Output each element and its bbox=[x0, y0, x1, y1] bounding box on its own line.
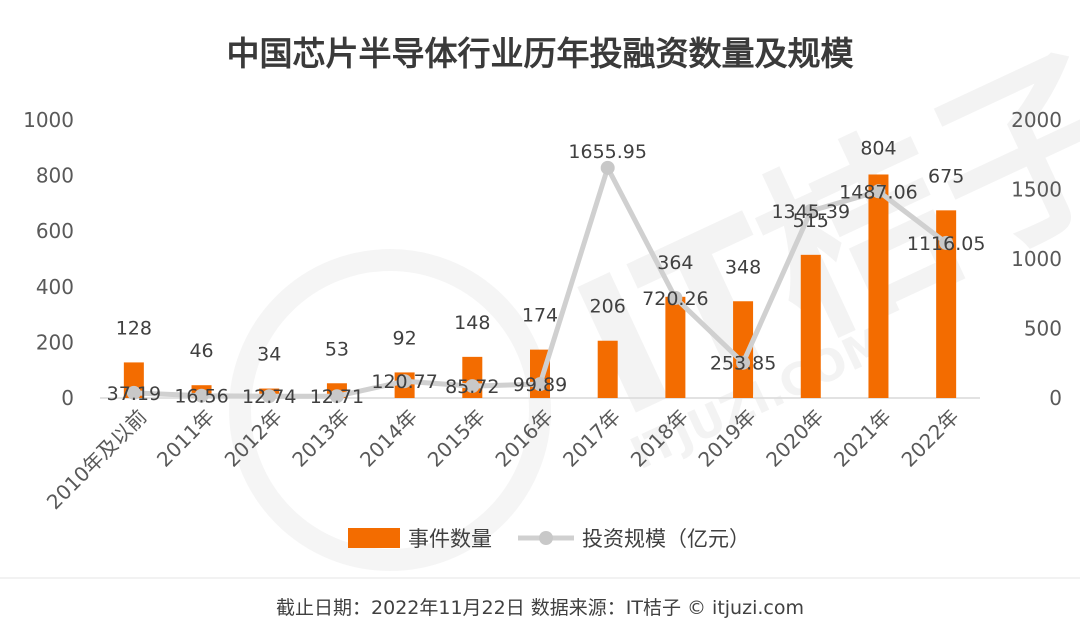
bar-value-label: 675 bbox=[928, 165, 964, 187]
y-left-tick-label: 800 bbox=[36, 164, 74, 188]
x-tick-label: 2015年 bbox=[423, 405, 490, 472]
y-left-tick-label: 1000 bbox=[23, 108, 74, 132]
bar bbox=[800, 254, 821, 398]
x-tick-label: 2011年 bbox=[152, 405, 219, 472]
y-right-tick-label: 1500 bbox=[1011, 178, 1062, 202]
bar-value-label: 128 bbox=[116, 317, 152, 339]
legend-bar-label: 事件数量 bbox=[408, 527, 492, 551]
bar-value-label: 804 bbox=[860, 137, 896, 159]
line-point bbox=[262, 389, 277, 404]
bar-value-label: 174 bbox=[522, 305, 558, 327]
bar-value-label: 148 bbox=[454, 312, 490, 334]
watermark-logo-ring bbox=[229, 249, 551, 571]
bar bbox=[597, 340, 618, 398]
line-value-label: 12.74 bbox=[242, 386, 296, 408]
line-value-label: 253.85 bbox=[710, 353, 776, 375]
line-point bbox=[194, 388, 209, 403]
bar bbox=[936, 210, 957, 398]
y-right-tick-label: 1000 bbox=[1011, 247, 1062, 271]
bar bbox=[868, 174, 889, 398]
bar-value-label: 92 bbox=[393, 327, 417, 349]
line-value-label: 1116.05 bbox=[907, 233, 986, 255]
line-point bbox=[803, 203, 818, 218]
bar-value-label: 515 bbox=[793, 210, 829, 232]
bar-value-label: 364 bbox=[657, 252, 693, 274]
y-left-tick-label: 0 bbox=[61, 386, 74, 410]
line-value-label: 85.72 bbox=[445, 376, 499, 398]
x-tick-label: 2010年及以前 bbox=[42, 405, 152, 515]
y-right-tick-label: 0 bbox=[1049, 386, 1062, 410]
line-point bbox=[465, 379, 480, 394]
line-point bbox=[397, 374, 412, 389]
line-point bbox=[736, 355, 751, 370]
bar-value-label: 206 bbox=[590, 296, 626, 318]
x-tick-label: 2021年 bbox=[829, 405, 896, 472]
x-tick-label: 2022年 bbox=[897, 405, 964, 472]
line-point bbox=[668, 290, 683, 305]
chart-title: 中国芯片半导体行业历年投融资数量及规模 bbox=[227, 34, 855, 73]
line-point bbox=[939, 235, 954, 250]
line-value-label: 12.71 bbox=[310, 386, 364, 408]
legend: 事件数量 投资规模（亿元） bbox=[348, 527, 750, 551]
bar bbox=[733, 301, 754, 398]
line-value-label: 120.77 bbox=[371, 371, 437, 393]
bar-value-label: 348 bbox=[725, 256, 761, 278]
y-right-tick-label: 500 bbox=[1024, 317, 1062, 341]
line-point bbox=[871, 184, 886, 199]
y-left-tick-label: 400 bbox=[36, 275, 74, 299]
line-point bbox=[329, 389, 344, 404]
bar-value-label: 53 bbox=[325, 338, 349, 360]
bar-value-label: 34 bbox=[257, 344, 281, 366]
bar bbox=[665, 296, 686, 398]
line-value-label: 37.19 bbox=[107, 383, 161, 405]
line-value-label: 1655.95 bbox=[568, 141, 647, 163]
y-right-tick-label: 2000 bbox=[1011, 108, 1062, 132]
y-left-tick-label: 200 bbox=[36, 330, 74, 354]
legend-line-marker bbox=[539, 531, 553, 545]
data-labels: 128 46 34 53 92 148 174 206 364 348 515 804 675 37.19… bbox=[107, 137, 986, 408]
x-tick-label: 2014年 bbox=[355, 405, 422, 472]
line-value-label: 99.89 bbox=[513, 374, 567, 396]
y-left-tick-label: 600 bbox=[36, 219, 74, 243]
x-tick-label: 2013年 bbox=[287, 405, 354, 472]
x-tick-label: 2017年 bbox=[558, 405, 625, 472]
line-point bbox=[533, 377, 547, 392]
legend-line-label: 投资规模（亿元） bbox=[582, 527, 750, 551]
line-point bbox=[600, 160, 615, 175]
line-series bbox=[126, 160, 954, 404]
footer-note: 截止日期：2022年11月22日 数据来源：IT桔子 © itjuzi.com bbox=[276, 597, 804, 619]
y-axis-left: 0 200 400 600 800 1000 bbox=[23, 108, 74, 410]
line-value-label: 16.56 bbox=[174, 386, 228, 408]
line-value-label: 720.26 bbox=[642, 288, 708, 310]
legend-bar-swatch bbox=[348, 528, 400, 548]
bar-value-label: 46 bbox=[189, 340, 213, 362]
line-point bbox=[126, 385, 141, 400]
y-axis-right: 0 500 1000 1500 2000 bbox=[1011, 108, 1062, 410]
line-value-label: 1345.39 bbox=[771, 201, 850, 223]
line-value-label: 1487.06 bbox=[839, 181, 918, 203]
